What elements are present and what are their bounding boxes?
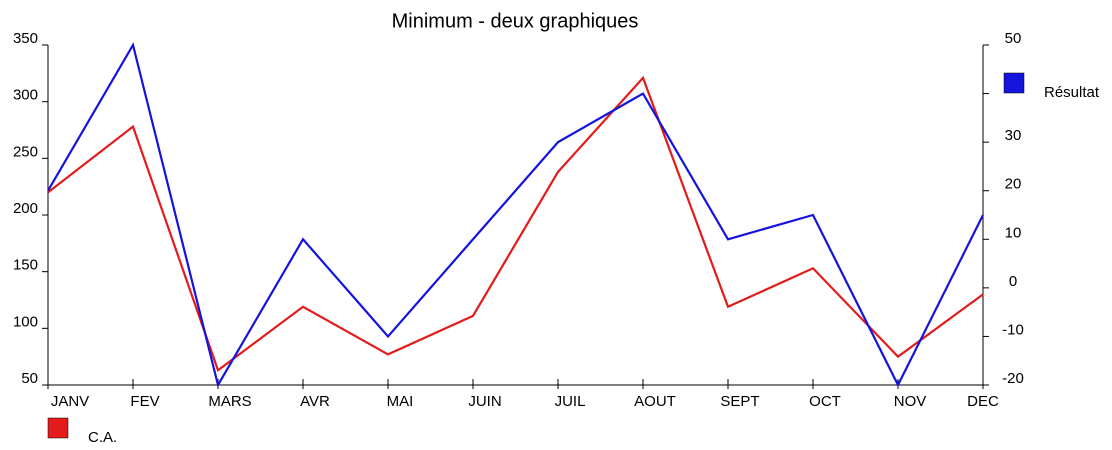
x-tick-label: JUIL xyxy=(555,393,586,410)
legend-label: C.A. xyxy=(88,429,117,446)
y-tick-label: 100 xyxy=(13,313,38,330)
x-tick-label: AVR xyxy=(300,393,330,410)
y-tick-label: 50 xyxy=(21,370,38,387)
chart-title: Minimum - deux graphiques xyxy=(392,10,639,32)
y-tick-label: 200 xyxy=(13,200,38,217)
y2-tick-label: 50 xyxy=(1005,30,1022,47)
x-tick-label: DEC xyxy=(967,393,999,410)
y-tick-label: 150 xyxy=(13,257,38,274)
y2-tick-label: 30 xyxy=(1005,127,1022,144)
x-tick-label: JUIN xyxy=(468,393,501,410)
y2-tick-label: -10 xyxy=(1002,321,1024,338)
x-tick-label: OCT xyxy=(809,393,841,410)
y2-tick-label: 10 xyxy=(1005,224,1022,241)
x-tick-label: SEPT xyxy=(720,393,759,410)
y2-tick-label: 0 xyxy=(1009,273,1017,290)
y-tick-label: 350 xyxy=(13,30,38,47)
x-tick-label: MARS xyxy=(208,393,251,410)
y-tick-label: 300 xyxy=(13,87,38,104)
series-line xyxy=(47,75,984,373)
legend-label: Résultat xyxy=(1044,84,1100,101)
y-tick-label: 250 xyxy=(13,143,38,160)
x-tick-label: NOV xyxy=(894,393,927,410)
series-line xyxy=(47,42,984,388)
y2-tick-label: 20 xyxy=(1005,176,1022,193)
x-tick-label: MAI xyxy=(387,393,414,410)
x-tick-label: FEV xyxy=(130,393,159,410)
legend-swatch xyxy=(1003,72,1025,94)
x-tick-label: AOUT xyxy=(634,393,676,410)
legend-swatch xyxy=(47,417,69,439)
y2-tick-label: -20 xyxy=(1002,370,1024,387)
x-tick-label: JANV xyxy=(51,393,89,410)
